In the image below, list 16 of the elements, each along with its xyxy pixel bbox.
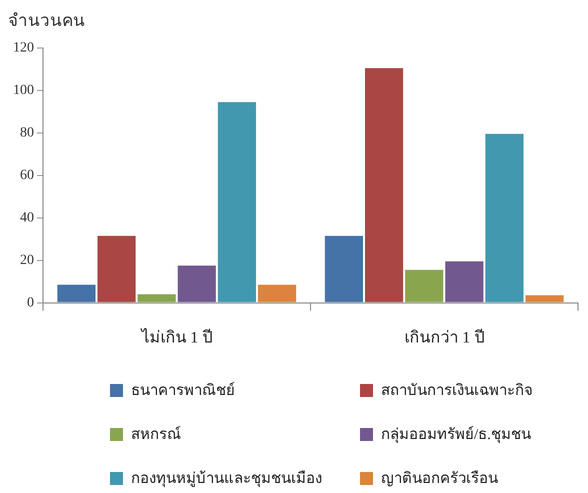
x-tick-label: เกินกว่า 1 ปี [404, 328, 484, 347]
y-tick-label: 100 [13, 83, 34, 98]
y-tick-label: 20 [20, 253, 34, 268]
y-tick-label: 60 [20, 168, 34, 184]
y-tick-label: 0 [27, 295, 34, 310]
legend-label: สถาบันการเงินเฉพาะกิจ [381, 382, 533, 401]
legend-label: ญาตินอกครัวเรือน [381, 469, 498, 489]
y-tick-label: 120 [13, 40, 34, 56]
legend-label: สหกรณ์ [131, 425, 181, 445]
y-axis-title: จำนวนคน [8, 10, 85, 32]
legend-label: กองทุนหมู่บ้านและชุมชนเมือง [131, 469, 322, 490]
x-tick-label: ไม่เกิน 1 ปี [139, 328, 212, 347]
y-tick-label: 80 [20, 126, 34, 141]
y-tick-label: 40 [20, 210, 34, 226]
legend-label: ธนาคารพาณิชย์ [131, 381, 235, 401]
legend-label: กลุ่มออมทรัพย์/ธ.ชุมชน [381, 425, 531, 446]
